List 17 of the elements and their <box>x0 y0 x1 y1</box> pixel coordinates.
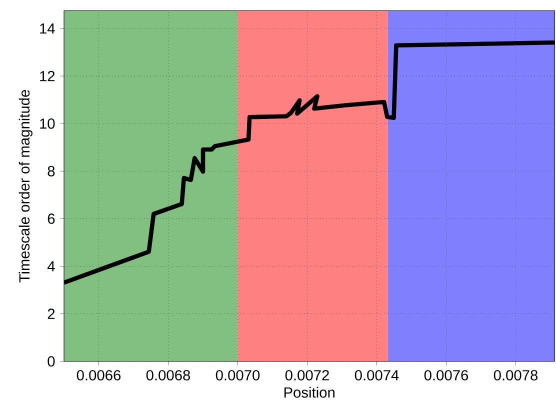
y-tick-label: 6 <box>48 214 55 224</box>
y-tick-label: 0 <box>48 356 55 367</box>
x-tick-label: 0.0068 <box>146 370 190 381</box>
y-tick-label: 10 <box>40 118 55 129</box>
y-tick-label: 12 <box>40 71 55 82</box>
y-tick-label: 8 <box>48 166 55 176</box>
x-tick-label: 0.0074 <box>354 370 399 381</box>
y-tick-label: 2 <box>48 308 55 320</box>
y-tick-label: 14 <box>40 24 55 34</box>
x-tick-label: 0.0070 <box>216 370 260 381</box>
x-tick-label: 0.0078 <box>494 370 538 381</box>
x-tick-label: 0.0076 <box>424 370 468 381</box>
x-axis-title: Position <box>284 387 334 398</box>
x-tick-label: 0.0066 <box>76 370 121 381</box>
y-axis-title: Timescale order of magnitude <box>18 90 32 283</box>
x-tick-label: 0.0072 <box>285 370 329 381</box>
y-tick-label: 4 <box>47 261 55 272</box>
